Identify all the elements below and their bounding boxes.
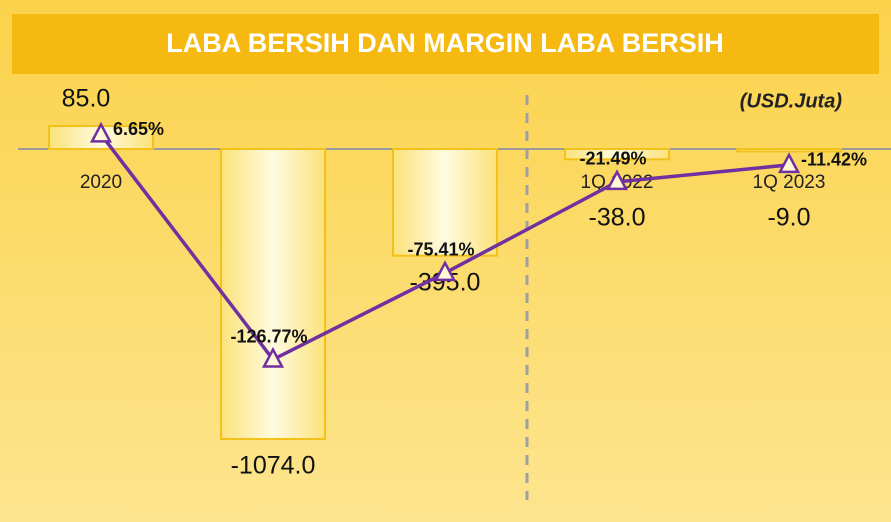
x-tick-label: 1Q 2023	[753, 172, 826, 193]
x-tick-label: 2020	[80, 172, 122, 193]
margin-value-label: -11.42%	[801, 150, 867, 170]
margin-marker	[261, 346, 285, 368]
bar-value-label: -9.0	[767, 204, 810, 232]
bar-value-label: 85.0	[62, 85, 111, 113]
margin-value-label: -126.77%	[230, 326, 307, 346]
bar	[392, 148, 498, 257]
margin-value-label: -75.41%	[407, 240, 474, 260]
margin-marker	[777, 152, 801, 174]
margin-marker	[605, 169, 629, 191]
unit-label: (USD.Juta)	[740, 90, 843, 112]
bar	[220, 148, 326, 440]
bar-value-label: -38.0	[589, 204, 646, 232]
margin-value-label: 6.65%	[113, 119, 164, 139]
margin-value-label: -21.49%	[579, 149, 646, 169]
chart-title: LABA BERSIH DAN MARGIN LABA BERSIH	[166, 28, 724, 58]
title-banner	[12, 14, 879, 74]
bar	[736, 148, 842, 153]
margin-marker	[89, 121, 113, 143]
bar	[564, 148, 670, 161]
bar-value-label: -1074.0	[231, 452, 316, 480]
margin-marker	[433, 260, 457, 282]
